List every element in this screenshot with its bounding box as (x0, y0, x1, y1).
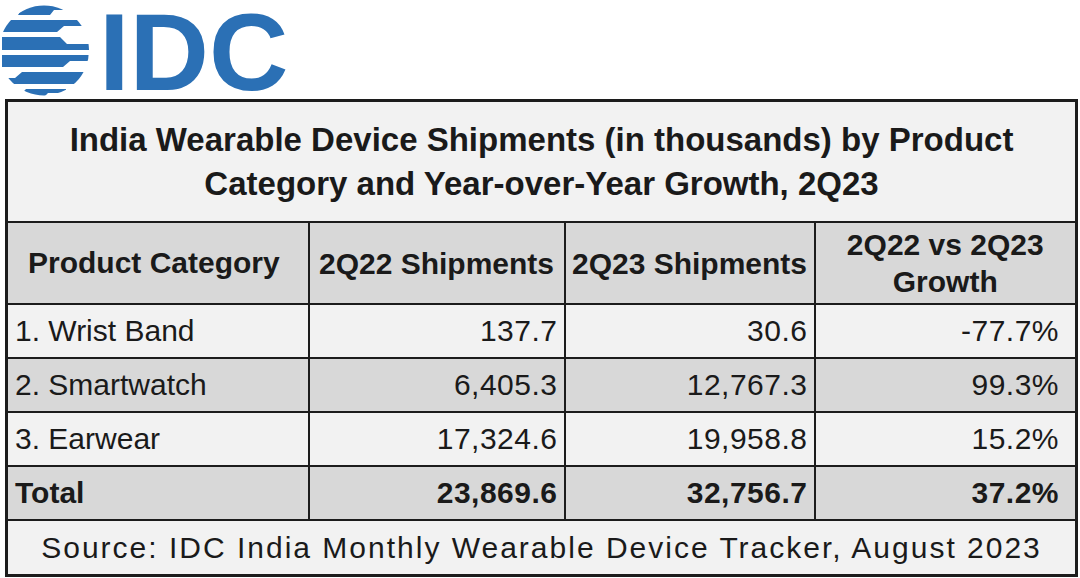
total-label-cell: Total (7, 466, 309, 520)
col-header-2q22-shipments: 2Q22 Shipments (309, 222, 565, 304)
q23-cell: 19,958.8 (565, 412, 815, 466)
header-row: Product Category 2Q22 Shipments 2Q23 Shi… (7, 222, 1077, 304)
table-row-wrist-band: 1. Wrist Band 137.7 30.6 -77.7% (7, 304, 1077, 358)
source-note: Source: IDC India Monthly Wearable Devic… (7, 520, 1077, 576)
q22-cell: 6,405.3 (309, 358, 565, 412)
table-row-earwear: 3. Earwear 17,324.6 19,958.8 15.2% (7, 412, 1077, 466)
category-cell: 2. Smartwatch (7, 358, 309, 412)
total-q22-cell: 23,869.6 (309, 466, 565, 520)
total-q23-cell: 32,756.7 (565, 466, 815, 520)
idc-globe-icon: IDC (2, 2, 302, 97)
shipments-table: India Wearable Device Shipments (in thou… (5, 99, 1078, 577)
growth-cell: -77.7% (815, 304, 1077, 358)
idc-logo-text: IDC (99, 2, 288, 97)
idc-logo: IDC (2, 2, 302, 97)
table-row-smartwatch: 2. Smartwatch 6,405.3 12,767.3 99.3% (7, 358, 1077, 412)
q23-cell: 12,767.3 (565, 358, 815, 412)
col-header-growth: 2Q22 vs 2Q23 Growth (815, 222, 1077, 304)
source-row: Source: IDC India Monthly Wearable Devic… (7, 520, 1077, 576)
q23-cell: 30.6 (565, 304, 815, 358)
q22-cell: 137.7 (309, 304, 565, 358)
category-cell: 3. Earwear (7, 412, 309, 466)
growth-cell: 99.3% (815, 358, 1077, 412)
growth-cell: 15.2% (815, 412, 1077, 466)
col-header-product-category: Product Category (7, 222, 309, 304)
title-row: India Wearable Device Shipments (in thou… (7, 101, 1077, 223)
category-cell: 1. Wrist Band (7, 304, 309, 358)
table-title: India Wearable Device Shipments (in thou… (7, 101, 1077, 223)
col-header-2q23-shipments: 2Q23 Shipments (565, 222, 815, 304)
q22-cell: 17,324.6 (309, 412, 565, 466)
table-row-total: Total 23,869.6 32,756.7 37.2% (7, 466, 1077, 520)
total-growth-cell: 37.2% (815, 466, 1077, 520)
